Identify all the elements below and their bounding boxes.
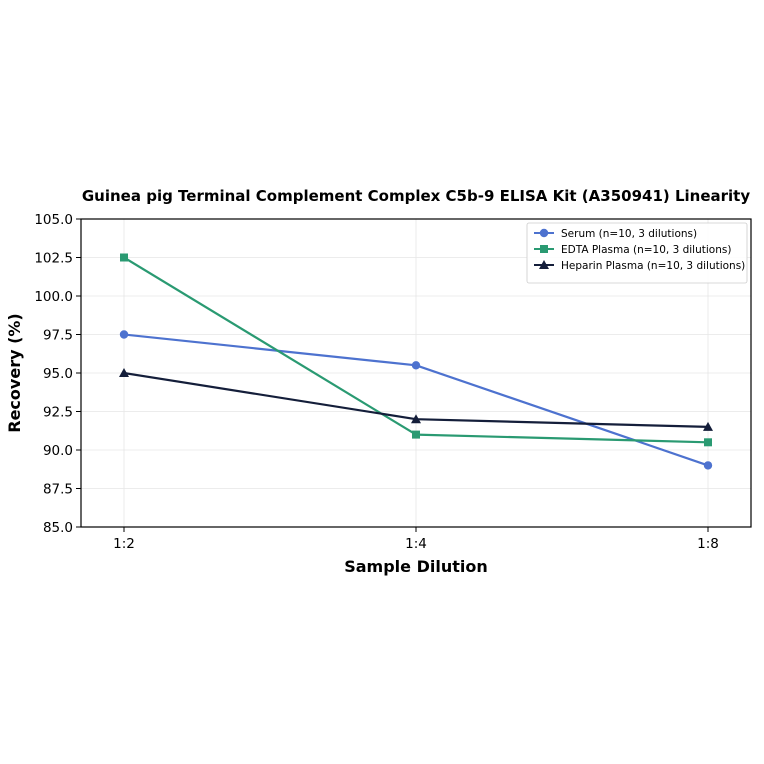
data-point bbox=[411, 361, 421, 370]
x-axis-label: Sample Dilution bbox=[344, 557, 488, 576]
legend-label: Heparin Plasma (n=10, 3 dilutions) bbox=[561, 260, 745, 272]
y-tick-label: 90.0 bbox=[43, 443, 73, 459]
y-tick-label: 102.5 bbox=[34, 251, 73, 267]
y-axis-label: Recovery (%) bbox=[5, 313, 24, 432]
legend-box bbox=[526, 222, 748, 284]
x-axis-ticks: 1:2 1:4 1:8 bbox=[113, 527, 719, 552]
series-0 bbox=[119, 330, 713, 470]
data-point bbox=[703, 421, 713, 431]
legend: Serum (n=10, 3 dilutions) EDTA Plasma (n=… bbox=[526, 222, 748, 284]
chart-title: Guinea pig Terminal Complement Complex C… bbox=[82, 187, 750, 205]
y-tick-label: 95.0 bbox=[43, 366, 73, 382]
x-tick-label: 1:4 bbox=[405, 536, 427, 552]
legend-marker bbox=[540, 245, 548, 253]
legend-marker bbox=[539, 228, 549, 238]
series-layer bbox=[119, 253, 713, 470]
data-point bbox=[411, 414, 421, 424]
data-point bbox=[119, 368, 129, 377]
data-point bbox=[120, 253, 128, 262]
data-point bbox=[119, 330, 129, 339]
series-2 bbox=[119, 368, 713, 431]
legend-label: EDTA Plasma (n=10, 3 dilutions) bbox=[561, 244, 731, 256]
data-point bbox=[704, 438, 712, 447]
x-tick-label: 1:8 bbox=[697, 536, 719, 552]
legend-item: Serum (n=10, 3 dilutions) bbox=[534, 228, 697, 240]
legend-marker bbox=[539, 260, 549, 269]
y-tick-label: 105.0 bbox=[34, 212, 73, 228]
series-1 bbox=[120, 253, 712, 447]
legend-item: EDTA Plasma (n=10, 3 dilutions) bbox=[534, 244, 731, 256]
y-tick-label: 100.0 bbox=[34, 289, 73, 305]
legend-item: Heparin Plasma (n=10, 3 dilutions) bbox=[534, 260, 745, 272]
y-axis-ticks: 85.0 87.5 90.0 92.5 95.0 97.5 100.0 102.5 105.0 bbox=[34, 212, 81, 536]
data-point bbox=[412, 430, 420, 439]
y-tick-label: 87.5 bbox=[43, 482, 73, 498]
data-point bbox=[703, 461, 713, 470]
legend-label: Serum (n=10, 3 dilutions) bbox=[561, 228, 697, 240]
y-tick-label: 85.0 bbox=[43, 520, 73, 536]
x-tick-label: 1:2 bbox=[113, 536, 135, 552]
y-tick-label: 92.5 bbox=[43, 405, 73, 421]
y-tick-label: 97.5 bbox=[43, 328, 73, 344]
